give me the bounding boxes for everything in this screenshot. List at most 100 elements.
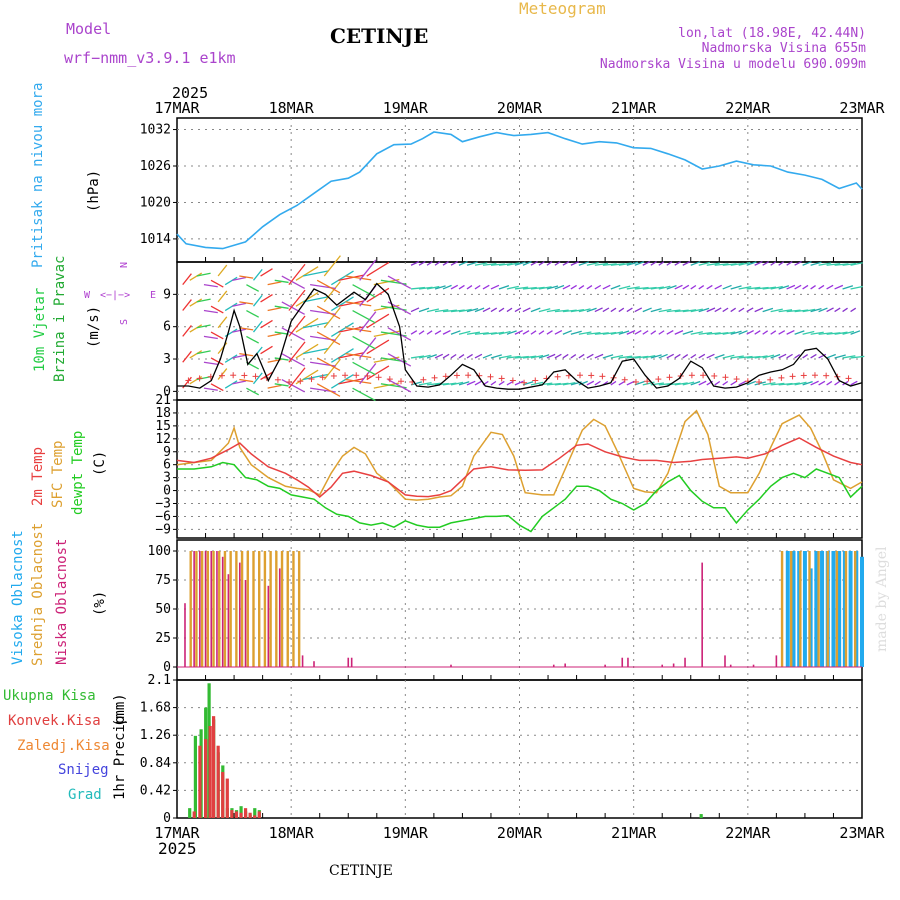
wind-barb: [802, 330, 815, 335]
wind-barb: [387, 353, 412, 367]
wind-barb: [490, 284, 500, 290]
cloud-bar: [604, 664, 606, 667]
wind-barb: [842, 307, 848, 313]
wind-barb: [746, 286, 761, 290]
bottom-location: CETINJE: [329, 863, 393, 879]
wind-barb: [239, 275, 254, 279]
coords-text: lon,lat (18.98E, 42.44N): [678, 26, 866, 41]
wind-barb: [267, 281, 282, 286]
wind-barb: [850, 307, 857, 313]
y-tick-label: 3: [163, 471, 171, 486]
wind-barb: [554, 330, 563, 335]
precip-bar: [225, 778, 229, 818]
wind-barb: [418, 286, 433, 290]
wind-barb: [850, 285, 863, 290]
wind-barb: [738, 330, 748, 335]
wind-barb: [562, 284, 571, 290]
wind-barb: [189, 350, 203, 359]
cloud-bar: [552, 664, 555, 667]
y-tick-label: 1014: [140, 232, 171, 247]
wind-barb: [754, 381, 766, 386]
wind-barb: [506, 380, 514, 386]
wind-barb: [578, 331, 592, 335]
wind-barb: [562, 353, 569, 359]
wind-barb: [232, 328, 247, 333]
y-tick-label: 0: [163, 660, 171, 675]
cloud-bar: [621, 657, 624, 667]
wind-barb: [658, 330, 665, 335]
wind-barb: [514, 261, 526, 266]
wind-barb: [618, 330, 630, 335]
cloud-bar: [227, 574, 230, 667]
cloud-bar: [252, 551, 255, 667]
temp-ylabel-b: SFC Temp: [50, 441, 66, 508]
wind-barb: [690, 353, 697, 359]
wind-barb: [714, 331, 729, 335]
wind-barb: [802, 308, 816, 313]
precip-bar: [188, 808, 192, 818]
wind-barb: [730, 355, 744, 359]
wind-barb: [674, 382, 688, 386]
wind-barb: [331, 296, 354, 312]
wind-barb: [746, 380, 757, 386]
precip-bar: [699, 814, 703, 818]
wind-barb: [634, 330, 642, 335]
panel-frame: [176, 399, 863, 539]
y-tick-label: 18: [155, 406, 171, 421]
wind-barb: [570, 354, 577, 359]
sfc-temp-line: [176, 409, 863, 501]
precip-bar: [257, 811, 261, 818]
precip-bar: [208, 726, 212, 818]
wind-barb: [570, 309, 585, 313]
wind-barb: [634, 307, 643, 313]
cloud-bar: [278, 568, 281, 667]
wind-barb: [850, 262, 863, 266]
wind-barb: [770, 308, 783, 313]
wind-barb: [450, 330, 461, 335]
wind-barb: [626, 355, 641, 359]
wind-barb: [490, 354, 502, 359]
wind-barb: [762, 330, 769, 335]
precip-bar: [253, 808, 257, 818]
wind-barb: [818, 353, 827, 359]
wind-barb: [714, 284, 722, 290]
wind-barb: [722, 284, 732, 290]
wind-barb: [778, 309, 793, 313]
wind-barb: [203, 309, 218, 314]
year-bottom: 2025: [158, 839, 197, 858]
top-date-label: 23MAR: [839, 99, 885, 117]
cloud-bar: [785, 551, 790, 667]
wind-barb: [682, 354, 689, 359]
model-label: Model: [66, 20, 111, 38]
cloud-bar: [701, 562, 703, 667]
cloud-bar: [790, 551, 793, 667]
wind-barb: [359, 337, 377, 359]
wind-barb: [482, 262, 497, 266]
wind-barb: [217, 290, 228, 303]
wind-barb: [730, 330, 742, 335]
cloud-unit: (%): [92, 591, 108, 616]
wind-barb: [474, 353, 483, 359]
wind-barb: [274, 383, 289, 387]
wind-barb: [490, 307, 498, 313]
wind-barb: [618, 380, 626, 386]
wind-barb: [826, 284, 834, 290]
wind-barb: [642, 330, 649, 335]
wind-barb: [626, 307, 633, 313]
cloud-bar: [350, 657, 353, 667]
wind-barb: [698, 353, 706, 359]
wind-barb: [554, 382, 569, 386]
wind-barb: [690, 308, 703, 313]
wind-barb: [642, 355, 656, 359]
wind-barb: [778, 353, 787, 359]
compass-s: S: [119, 319, 130, 325]
wind-barb: [410, 330, 418, 335]
wind-barb: [514, 286, 529, 290]
wind-barb: [538, 261, 545, 266]
cloud-bar: [235, 551, 238, 667]
wind-barb: [810, 380, 819, 386]
compass-n: N: [119, 262, 130, 268]
chart-subtitle: Meteogram: [519, 0, 606, 18]
wind-barb: [252, 294, 263, 307]
wind-barb: [410, 261, 420, 266]
